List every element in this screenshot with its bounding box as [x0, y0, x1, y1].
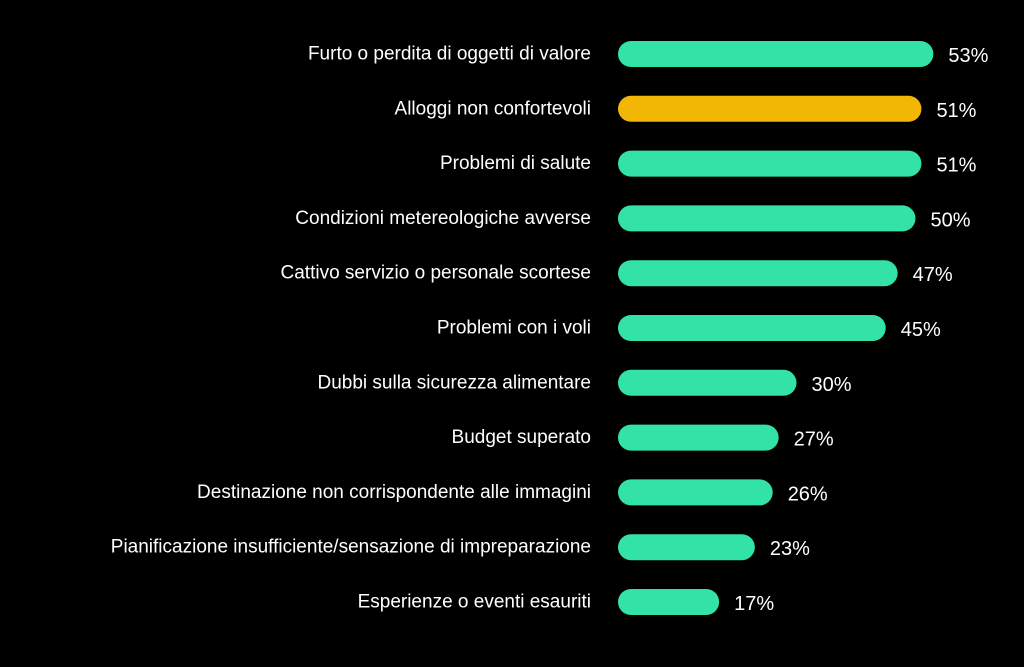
category-label: Esperienze o eventi esauriti: [358, 592, 591, 613]
value-label: 50%: [931, 209, 971, 231]
value-label: 30%: [812, 374, 852, 396]
category-label: Destinazione non corrispondente alle imm…: [197, 482, 591, 503]
bar: [618, 150, 922, 177]
bar: [618, 205, 916, 232]
category-label: Cattivo servizio o personale scortese: [281, 263, 591, 284]
value-label: 51%: [936, 100, 976, 122]
category-label: Alloggi non confortevoli: [395, 98, 591, 119]
bar: [618, 260, 898, 287]
bar: [618, 95, 922, 122]
bar: [618, 41, 934, 67]
category-label: Furto o perdita di oggetti di valore: [308, 44, 591, 65]
category-label: Dubbi sulla sicurezza alimentare: [317, 372, 591, 393]
bar: [618, 479, 773, 506]
bar: [618, 534, 755, 561]
value-label: 17%: [734, 593, 774, 615]
category-label: Pianificazione insufficiente/sensazione …: [111, 537, 591, 558]
category-label: Problemi con i voli: [437, 318, 591, 339]
value-labels-group: 53% 51% 51% 50% 47% 45% 30% 27% 26% 23% 17%: [734, 45, 988, 615]
value-label: 23%: [770, 538, 810, 560]
bars-group: [618, 41, 934, 615]
bar: [618, 424, 779, 451]
value-label: 47%: [913, 264, 953, 286]
category-labels-group: Furto o perdita di oggetti di valore Allo…: [111, 44, 591, 613]
category-label: Budget superato: [452, 427, 591, 448]
value-label: 45%: [901, 319, 941, 341]
bar: [618, 369, 797, 396]
value-label: 26%: [788, 483, 828, 505]
bar: [618, 315, 886, 341]
bar: [618, 589, 720, 615]
value-label: 51%: [936, 155, 976, 177]
category-label: Problemi di salute: [440, 153, 591, 174]
value-label: 53%: [948, 45, 988, 67]
category-label: Condizioni metereologiche avverse: [295, 208, 591, 229]
value-label: 27%: [794, 429, 834, 451]
